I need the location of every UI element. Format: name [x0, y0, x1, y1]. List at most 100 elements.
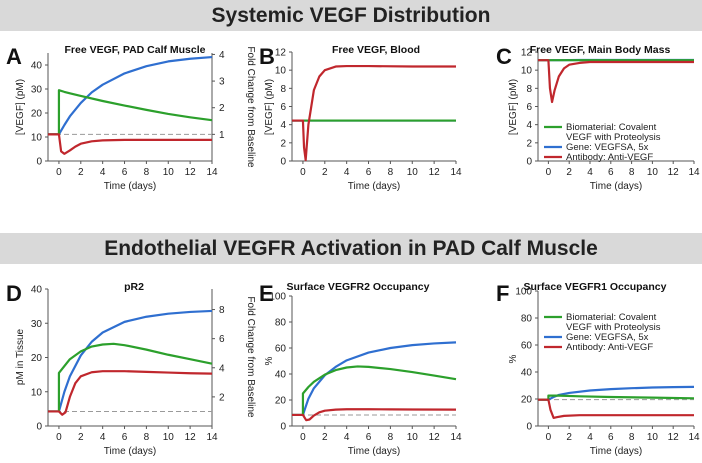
chart-e: E Surface VEGFR2 Occupancy 0 2 4 6 8 10 12 14 0 20 4…: [259, 281, 462, 457]
x-tick-label: 6: [366, 432, 372, 443]
x-tick-label: 2: [566, 167, 572, 178]
y-tick-label: 2: [280, 138, 286, 149]
x-tick-label: 10: [647, 432, 659, 443]
x-tick-label: 0: [56, 432, 62, 443]
series-line-antibody: [48, 133, 212, 155]
x-tick-label: 4: [100, 167, 106, 178]
chart-title: Surface VEGFR2 Occupancy: [287, 281, 430, 293]
x-tick-label: 8: [388, 167, 394, 178]
x-tick-label: 12: [429, 432, 441, 443]
x-tick-label: 6: [122, 167, 128, 178]
y-axis-label: %: [508, 354, 519, 363]
x-tick-label: 8: [388, 432, 394, 443]
x-tick-label: 8: [629, 167, 635, 178]
legend-label: Antibody: Anti-VEGF: [566, 342, 653, 353]
series-line-biomaterial: [538, 394, 695, 401]
y2-tick-label: 1: [219, 130, 225, 141]
y-tick-label: 0: [526, 157, 532, 168]
x-tick-label: 4: [344, 167, 350, 178]
chart-f: F Surface VEGFR1 Occupancy 0 2 4 6 8 10 12 14 0 20 4…: [496, 281, 700, 457]
x-tick-label: 8: [144, 432, 150, 443]
y-axis-label: %: [264, 356, 275, 365]
y2-tick-label: 2: [219, 103, 225, 114]
panel-letter: A: [6, 44, 22, 69]
chart-title: pR2: [124, 281, 144, 293]
y-tick-label: 100: [515, 287, 532, 298]
y2-axis-label: Fold Change from Baseline: [245, 46, 256, 168]
series-line-gene: [48, 309, 213, 413]
x-axis-label: Time (days): [348, 446, 400, 457]
y-tick-label: 0: [280, 422, 286, 433]
x-tick-label: 2: [322, 167, 328, 178]
x-tick-label: 10: [163, 167, 175, 178]
y-tick-label: 80: [275, 318, 287, 329]
x-tick-label: 0: [546, 167, 552, 178]
series-line-gene: [538, 385, 695, 401]
series-line-gene: [48, 55, 213, 136]
series-line-antibody: [292, 64, 456, 162]
panel-letter: F: [496, 281, 509, 306]
x-tick-label: 8: [144, 167, 150, 178]
y-tick-label: 6: [280, 102, 286, 113]
y-tick-label: 20: [521, 395, 533, 406]
y-tick-label: 0: [280, 157, 286, 168]
y-tick-label: 40: [31, 61, 43, 72]
y-axis-label: [VEGF] (pM): [264, 79, 275, 135]
x-tick-label: 0: [300, 432, 306, 443]
y-tick-label: 10: [275, 66, 287, 77]
chart-title: Free VEGF, PAD Calf Muscle: [64, 44, 205, 56]
series-line-biomaterial: [48, 89, 213, 136]
x-tick-label: 2: [78, 167, 84, 178]
panel-letter: E: [259, 281, 274, 306]
series-line-gene: [292, 341, 457, 417]
y-tick-label: 20: [275, 396, 287, 407]
x-tick-label: 10: [163, 432, 175, 443]
x-axis-label: Time (days): [104, 446, 156, 457]
chart-c: C Free VEGF, Main Body Mass 0 2 4 6 8 10 12 14 0 2 4…: [496, 44, 700, 192]
x-tick-label: 4: [587, 167, 593, 178]
chart-b: B Free VEGF, Blood 0 2 4 6 8 10 12 14 0 2 4 6 8 10 12 Tim…: [259, 44, 462, 192]
y-tick-label: 40: [31, 285, 43, 296]
y-tick-label: 30: [31, 85, 43, 96]
chart-title: Free VEGF, Main Body Mass: [530, 44, 671, 56]
y-tick-label: 6: [526, 102, 532, 113]
series-line-antibody: [538, 398, 694, 419]
x-tick-label: 10: [407, 432, 419, 443]
x-axis-label: Time (days): [590, 181, 642, 192]
x-tick-label: 0: [56, 167, 62, 178]
legend-label: Biomaterial: Covalent: [566, 122, 657, 133]
x-tick-label: 14: [450, 167, 462, 178]
y2-tick-label: 3: [219, 77, 225, 88]
y-tick-label: 0: [526, 422, 532, 433]
y2-tick-label: 4: [219, 50, 225, 61]
y-tick-label: 2: [526, 138, 532, 149]
series-line-antibody: [48, 370, 213, 416]
x-tick-label: 14: [206, 167, 218, 178]
legend-label: Gene: VEGFSA, 5x: [566, 332, 649, 343]
legend-label: Biomaterial: Covalent: [566, 312, 657, 323]
y-tick-label: 30: [31, 319, 43, 330]
series-line-biomaterial: [48, 342, 213, 413]
panel-letter: B: [259, 44, 275, 69]
y-tick-label: 10: [31, 133, 43, 144]
y2-tick-label: 2: [219, 392, 225, 403]
x-tick-label: 12: [185, 432, 197, 443]
x-tick-label: 8: [629, 432, 635, 443]
y-tick-label: 12: [521, 48, 533, 59]
y-axis-label: pM in Tissue: [15, 328, 26, 385]
y-tick-label: 8: [280, 84, 286, 95]
x-tick-label: 2: [78, 432, 84, 443]
legend-label: VEGF with Proteolysis: [566, 132, 661, 143]
x-tick-label: 12: [185, 167, 197, 178]
x-tick-label: 14: [206, 432, 218, 443]
x-tick-label: 12: [668, 432, 680, 443]
y-tick-label: 0: [36, 157, 42, 168]
series-line-antibody: [292, 408, 457, 422]
y-tick-label: 4: [280, 120, 286, 131]
x-tick-label: 4: [100, 432, 106, 443]
y-tick-label: 40: [275, 370, 287, 381]
